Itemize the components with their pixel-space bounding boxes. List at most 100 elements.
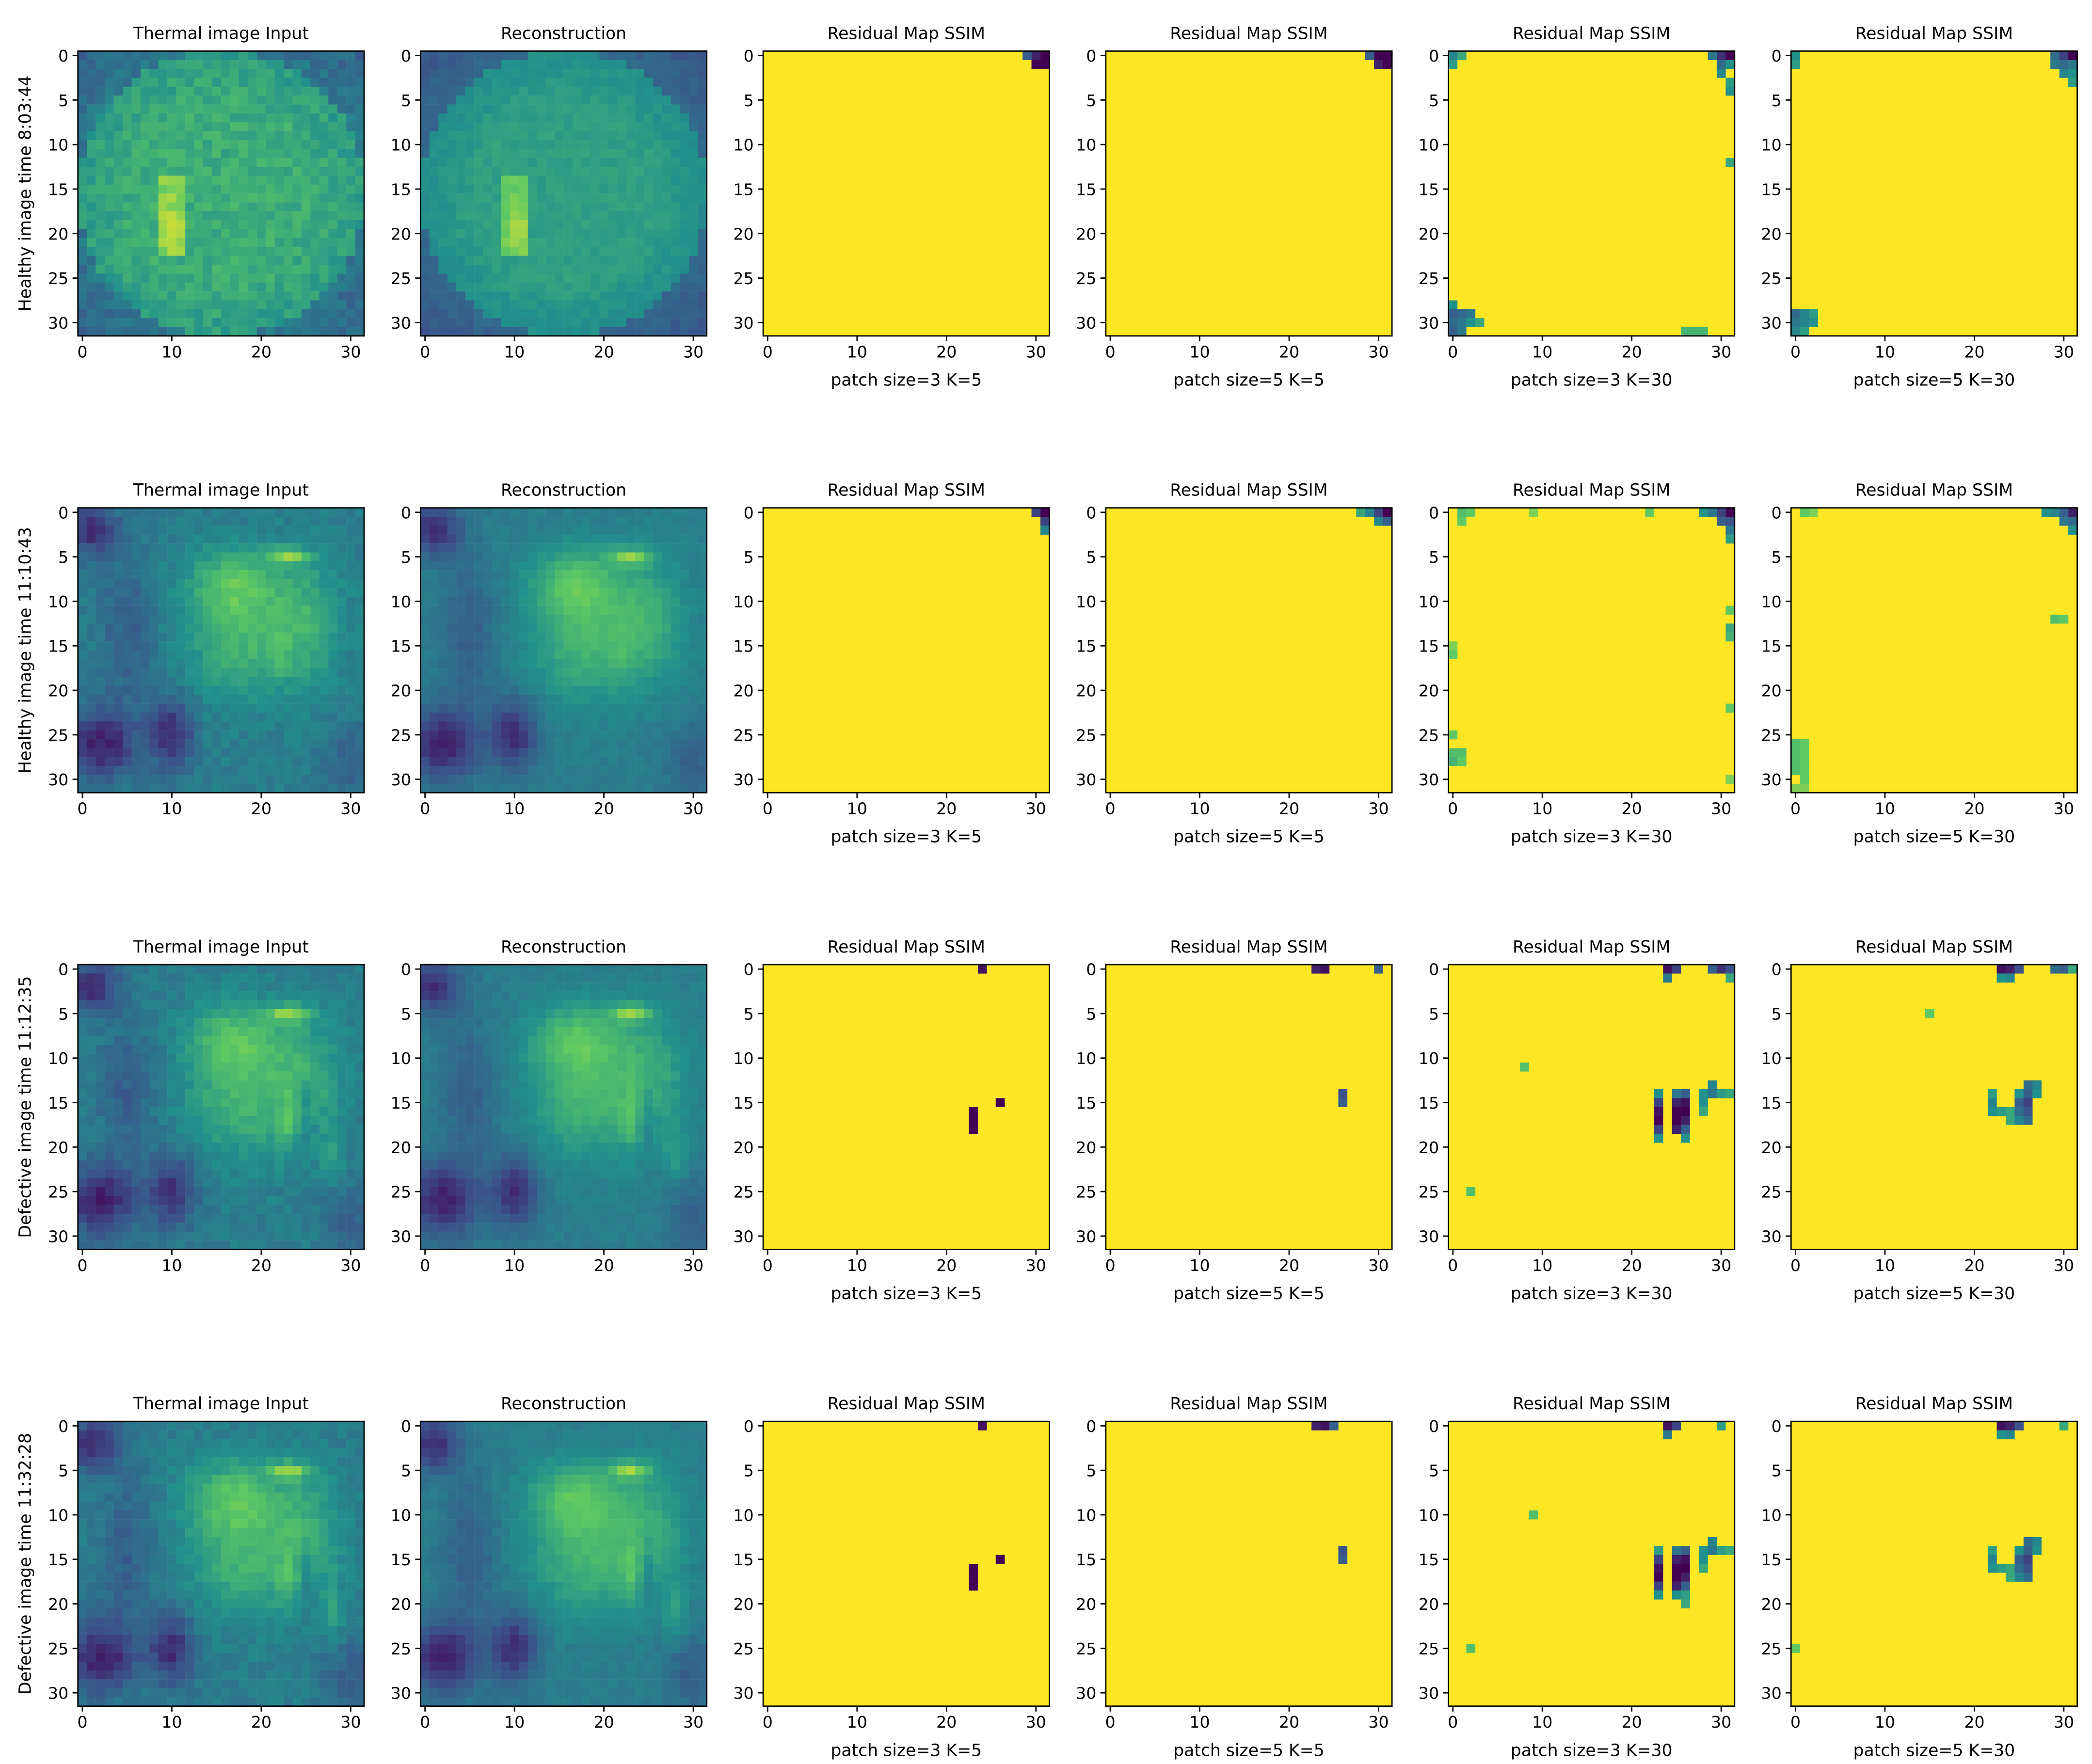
heatmap-cell — [465, 703, 475, 713]
heatmap-cell — [438, 588, 447, 597]
heatmap-cell — [581, 95, 591, 105]
heatmap-cell — [465, 775, 475, 784]
heatmap-cell — [447, 570, 457, 579]
axes-frame — [1105, 507, 1393, 794]
heatmap-cell — [266, 300, 275, 310]
heatmap-cell — [563, 775, 573, 784]
heatmap-cell — [96, 1027, 105, 1036]
heatmap-cell — [140, 525, 150, 535]
heatmap-cell — [230, 69, 240, 78]
heatmap-cell — [492, 60, 501, 69]
heatmap-cell — [239, 167, 248, 176]
heatmap-cell — [149, 623, 159, 633]
heatmap-cell — [420, 605, 430, 615]
heatmap-cell — [301, 104, 311, 114]
heatmap-cell — [573, 211, 582, 221]
heatmap-cell — [328, 247, 337, 256]
heatmap-cell — [635, 579, 644, 588]
heatmap-cell — [545, 282, 555, 292]
heatmap-cell — [474, 69, 483, 78]
heatmap-cell — [256, 1053, 266, 1063]
heatmap-cell — [573, 247, 582, 256]
heatmap-cell — [176, 220, 186, 229]
heatmap-cell — [221, 552, 230, 562]
heatmap-cell — [176, 552, 186, 562]
heatmap-cell — [474, 158, 483, 167]
heatmap-cell — [420, 615, 430, 624]
heatmap-cell — [96, 685, 105, 695]
heatmap-cell — [158, 677, 168, 686]
heatmap-cell — [167, 167, 176, 176]
heatmap-cell — [555, 149, 564, 158]
heatmap-cell — [447, 534, 457, 544]
heatmap-cell — [310, 104, 320, 114]
heatmap-cell — [212, 229, 222, 238]
heatmap-cell — [230, 247, 240, 256]
heatmap-cell — [653, 291, 662, 301]
heatmap-cell — [644, 757, 654, 766]
heatmap-cell — [680, 757, 689, 766]
heatmap-cell — [185, 51, 194, 60]
heatmap-cell — [465, 517, 475, 526]
heatmap-cell — [292, 86, 302, 96]
heatmap-cell — [492, 113, 501, 123]
heatmap-cell — [113, 255, 123, 265]
heatmap-cell — [420, 561, 430, 571]
heatmap-cell — [149, 202, 159, 212]
heatmap-cell — [122, 508, 132, 517]
heatmap-cell — [573, 300, 582, 310]
heatmap-cell — [617, 78, 626, 87]
heatmap-cell — [310, 668, 320, 677]
heatmap-cell — [420, 552, 430, 562]
heatmap-cell — [537, 597, 546, 606]
heatmap-cell — [608, 175, 618, 185]
heatmap-cell — [590, 525, 600, 535]
heatmap-cell — [96, 158, 105, 167]
heatmap-cell — [131, 149, 141, 158]
heatmap-cell — [545, 632, 555, 642]
heatmap-cell — [573, 615, 582, 624]
heatmap-cell — [617, 525, 626, 535]
heatmap-cell — [96, 1053, 105, 1063]
heatmap-cell — [113, 140, 123, 149]
heatmap-cell — [420, 238, 430, 247]
residual-cell — [1457, 517, 1467, 526]
heatmap-cell — [635, 238, 644, 247]
heatmap-cell — [456, 327, 465, 336]
heatmap-cell — [310, 757, 320, 766]
heatmap-cell — [149, 122, 159, 131]
heatmap-cell — [537, 623, 546, 633]
heatmap-cell — [429, 579, 439, 588]
heatmap-cell — [355, 964, 365, 974]
heatmap-cell — [555, 247, 564, 256]
heatmap-cell — [292, 668, 302, 677]
heatmap-cell — [87, 1035, 96, 1045]
heatmap-cell — [573, 766, 582, 775]
heatmap-cell — [653, 149, 662, 158]
heatmap-cell — [274, 712, 284, 722]
residual-cell — [1383, 51, 1392, 60]
heatmap-cell — [581, 695, 591, 704]
heatmap-cell — [203, 122, 212, 131]
y-tick-label: 20 — [48, 224, 68, 243]
heatmap-cell — [510, 552, 519, 562]
heatmap-cell — [292, 282, 302, 292]
heatmap-cell — [256, 1062, 266, 1072]
heatmap-cell — [671, 552, 680, 562]
heatmap-cell — [420, 650, 430, 660]
heatmap-cell — [474, 543, 483, 553]
heatmap-cell — [545, 122, 555, 131]
heatmap-cell — [274, 570, 284, 579]
heatmap-cell — [87, 1027, 96, 1036]
heatmap-cell — [140, 508, 150, 517]
heatmap-cell — [230, 677, 240, 686]
heatmap-cell — [176, 1071, 186, 1081]
heatmap-cell — [662, 158, 671, 167]
y-tick-label: 15 — [1761, 637, 1782, 656]
heatmap-cell — [671, 78, 680, 87]
heatmap-cell — [438, 265, 447, 274]
heatmap-cell — [617, 282, 626, 292]
heatmap-cell — [429, 561, 439, 571]
heatmap-cell — [501, 193, 511, 203]
residual-cell — [2050, 51, 2060, 60]
